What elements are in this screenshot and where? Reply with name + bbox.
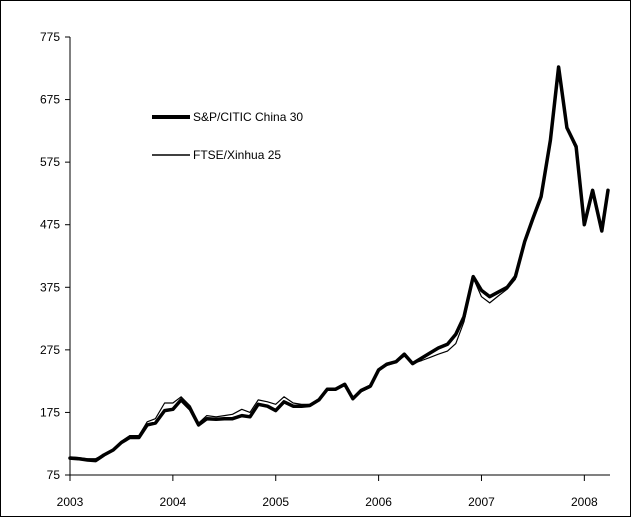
series-line-ftse-xinhua-25 [69, 67, 609, 460]
y-tick-label: 375 [40, 280, 60, 294]
legend-label-ftse-xinhua: FTSE/Xinhua 25 [193, 148, 281, 162]
y-tick-label: 175 [40, 405, 60, 419]
y-tick-label: 575 [40, 155, 60, 169]
x-tick-label: 2004 [160, 495, 187, 509]
x-tick-label: 2003 [57, 495, 84, 509]
legend-label-sp-citic: S&P/CITIC China 30 [193, 110, 303, 124]
y-tick-label: 475 [40, 218, 60, 232]
y-tick-label: 775 [40, 30, 60, 44]
x-tick-label: 2005 [262, 495, 289, 509]
x-tick-label: 2008 [571, 495, 598, 509]
y-tick-label: 675 [40, 93, 60, 107]
x-tick-label: 2006 [365, 495, 392, 509]
legend: S&P/CITIC China 30 FTSE/Xinhua 25 [152, 110, 303, 162]
y-tick-label: 275 [40, 343, 60, 357]
series-layer [68, 65, 610, 463]
y-tick-label: 75 [47, 468, 61, 482]
axes: 75 175 275 375 475 575 675 775 2003 2004 2005 2006 2… [40, 30, 610, 509]
x-tick-label: 2007 [468, 495, 495, 509]
